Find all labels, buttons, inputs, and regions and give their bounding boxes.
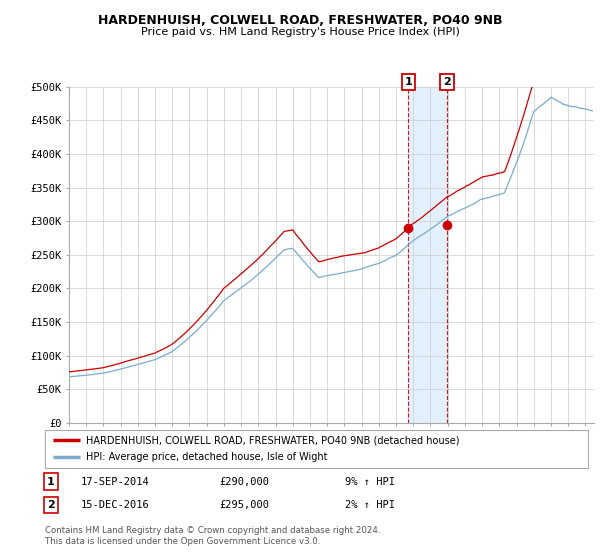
Text: 17-SEP-2014: 17-SEP-2014 bbox=[81, 477, 150, 487]
Text: 2: 2 bbox=[47, 500, 55, 510]
Text: 2: 2 bbox=[443, 77, 451, 87]
Text: £295,000: £295,000 bbox=[219, 500, 269, 510]
Text: Price paid vs. HM Land Registry's House Price Index (HPI): Price paid vs. HM Land Registry's House … bbox=[140, 27, 460, 37]
Text: 15-DEC-2016: 15-DEC-2016 bbox=[81, 500, 150, 510]
Bar bbox=[408, 87, 447, 423]
Text: 1: 1 bbox=[404, 77, 412, 87]
Text: 1: 1 bbox=[47, 477, 55, 487]
Text: 9% ↑ HPI: 9% ↑ HPI bbox=[345, 477, 395, 487]
Text: £290,000: £290,000 bbox=[219, 477, 269, 487]
Text: HPI: Average price, detached house, Isle of Wight: HPI: Average price, detached house, Isle… bbox=[86, 452, 327, 462]
Text: Contains HM Land Registry data © Crown copyright and database right 2024.
This d: Contains HM Land Registry data © Crown c… bbox=[45, 526, 380, 546]
Text: HARDENHUISH, COLWELL ROAD, FRESHWATER, PO40 9NB: HARDENHUISH, COLWELL ROAD, FRESHWATER, P… bbox=[98, 14, 502, 27]
Text: 2% ↑ HPI: 2% ↑ HPI bbox=[345, 500, 395, 510]
Text: HARDENHUISH, COLWELL ROAD, FRESHWATER, PO40 9NB (detached house): HARDENHUISH, COLWELL ROAD, FRESHWATER, P… bbox=[86, 435, 459, 445]
